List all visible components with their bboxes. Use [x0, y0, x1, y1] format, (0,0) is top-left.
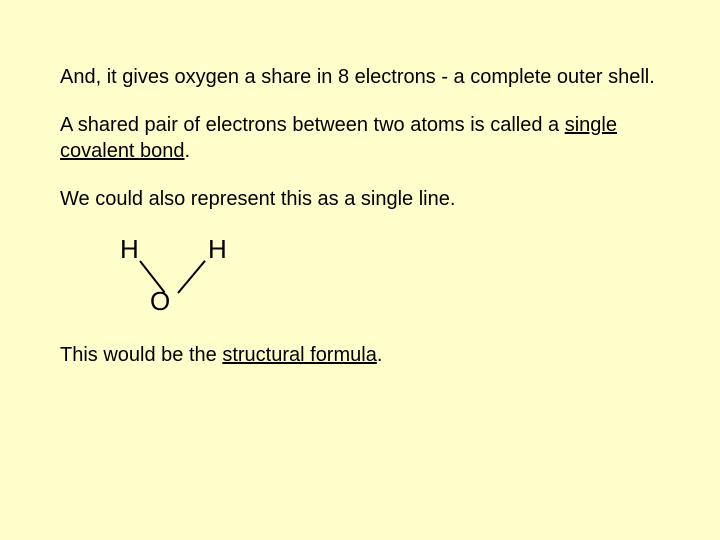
- atom-h-left: H: [120, 234, 139, 265]
- atom-o: O: [150, 286, 170, 317]
- p4-underlined-term: structural formula: [222, 344, 377, 366]
- atom-h-right: H: [208, 234, 227, 265]
- paragraph-2: A shared pair of electrons between two a…: [60, 112, 660, 164]
- paragraph-1: And, it gives oxygen a share in 8 electr…: [60, 64, 660, 90]
- p4-text-post: .: [377, 344, 383, 366]
- p2-text-post: .: [185, 140, 191, 162]
- bond-h2-o: [177, 260, 206, 293]
- water-structural-formula: H H O: [120, 234, 320, 324]
- p4-text-pre: This would be the: [60, 344, 222, 366]
- paragraph-3: We could also represent this as a single…: [60, 186, 660, 212]
- p2-text-pre: A shared pair of electrons between two a…: [60, 114, 565, 136]
- paragraph-4: This would be the structural formula.: [60, 342, 660, 368]
- slide: And, it gives oxygen a share in 8 electr…: [0, 0, 720, 540]
